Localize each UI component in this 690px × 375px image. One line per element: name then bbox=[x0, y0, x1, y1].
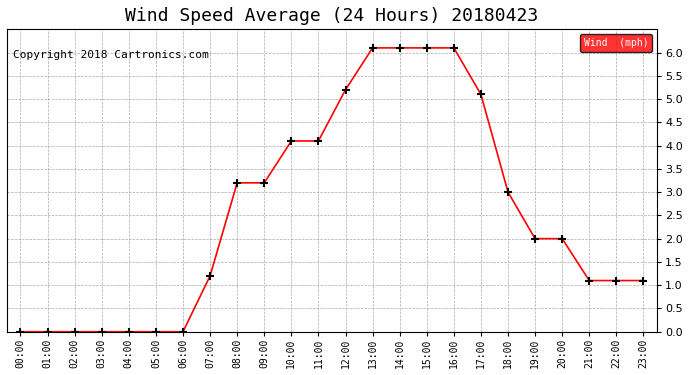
Title: Wind Speed Average (24 Hours) 20180423: Wind Speed Average (24 Hours) 20180423 bbox=[126, 7, 539, 25]
Text: Copyright 2018 Cartronics.com: Copyright 2018 Cartronics.com bbox=[13, 51, 209, 60]
Legend: Wind  (mph): Wind (mph) bbox=[580, 34, 652, 52]
